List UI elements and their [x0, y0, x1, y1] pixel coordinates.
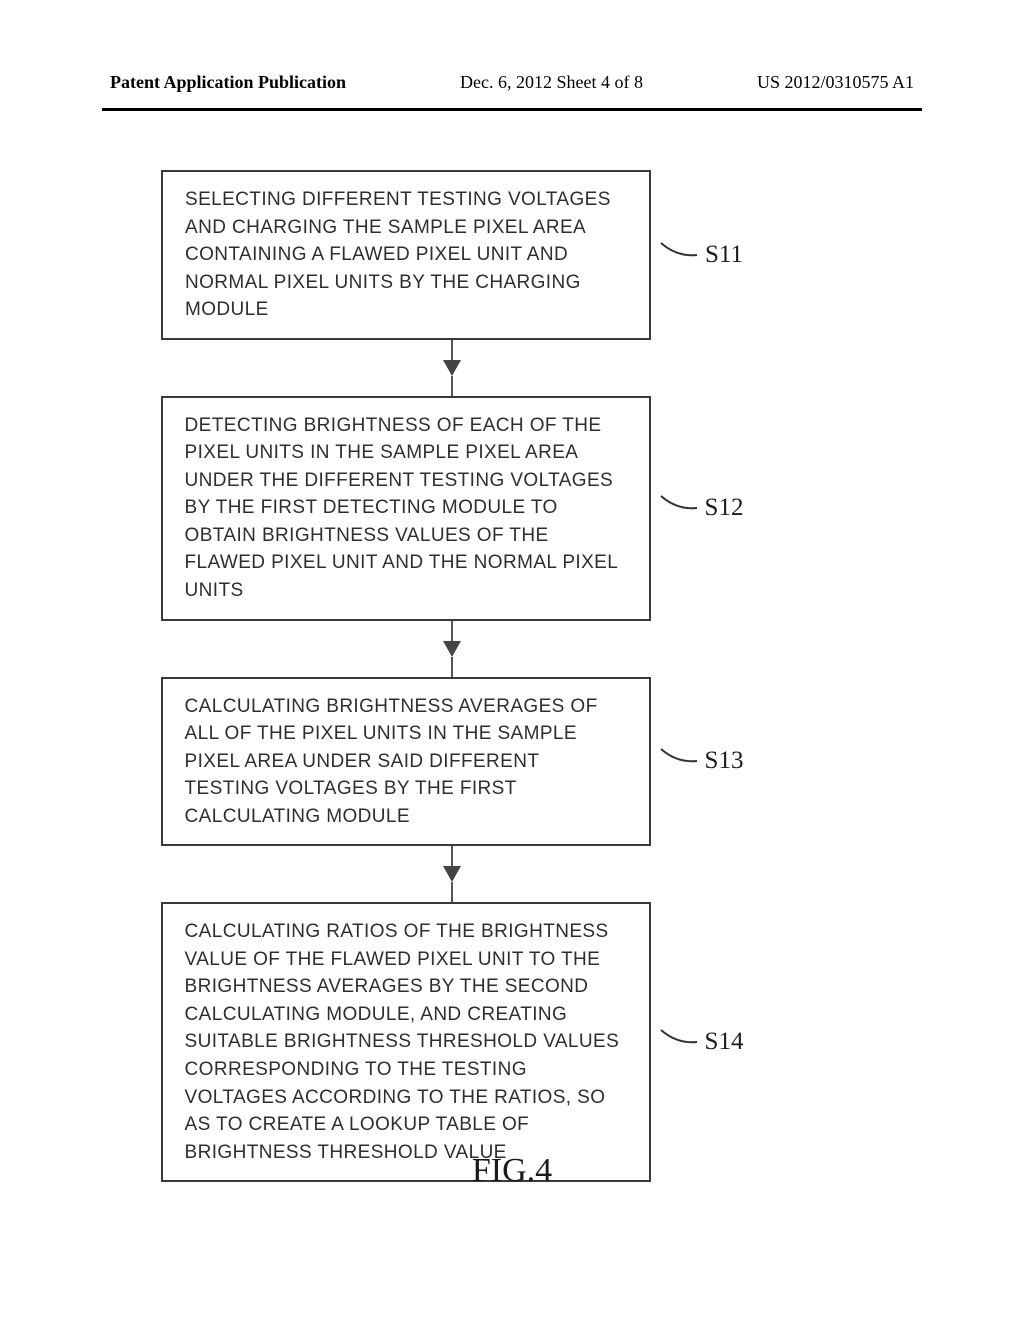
connector-line: [451, 882, 453, 902]
connector-line: [451, 846, 453, 866]
flowchart-column: SELECTING DIFFERENT TESTING VOLTAGES AND…: [0, 170, 1024, 1182]
step-label: S14: [705, 1028, 744, 1056]
page-root: Patent Application Publication Dec. 6, 2…: [0, 0, 1024, 1320]
flow-connector: [443, 340, 461, 396]
flowchart-area: SELECTING DIFFERENT TESTING VOLTAGES AND…: [0, 170, 1024, 1182]
flow-step-row: DETECTING BRIGHTNESS OF EACH OF THE PIXE…: [281, 396, 744, 621]
flow-connector: [443, 621, 461, 677]
bracket-icon: [659, 241, 699, 269]
arrow-down-icon: [443, 360, 461, 376]
connector-line: [451, 340, 453, 360]
step-label-group: S12: [659, 494, 744, 522]
step-label: S13: [705, 747, 744, 775]
arrow-down-icon: [443, 641, 461, 657]
connector-line: [451, 376, 453, 396]
bracket-icon: [659, 494, 699, 522]
header-rule: [102, 108, 922, 111]
header-left: Patent Application Publication: [110, 72, 346, 93]
figure-caption: FIG.4: [0, 1152, 1024, 1190]
header-right: US 2012/0310575 A1: [757, 72, 914, 93]
step-label: S11: [705, 241, 743, 269]
connector-line: [451, 657, 453, 677]
step-label-group: S14: [659, 1028, 744, 1056]
step-label: S12: [705, 494, 744, 522]
page-header: Patent Application Publication Dec. 6, 2…: [0, 72, 1024, 102]
bracket-icon: [659, 1028, 699, 1056]
connector-line: [451, 621, 453, 641]
flow-step-box: SELECTING DIFFERENT TESTING VOLTAGES AND…: [161, 170, 651, 340]
arrow-down-icon: [443, 866, 461, 882]
flow-connector: [443, 846, 461, 902]
flow-step-row: SELECTING DIFFERENT TESTING VOLTAGES AND…: [281, 170, 743, 340]
bracket-icon: [659, 747, 699, 775]
flow-step-row: CALCULATING RATIOS OF THE BRIGHTNESS VAL…: [281, 902, 744, 1182]
flow-step-box: CALCULATING BRIGHTNESS AVERAGES OF ALL O…: [161, 677, 651, 847]
flow-step-row: CALCULATING BRIGHTNESS AVERAGES OF ALL O…: [281, 677, 744, 847]
flow-step-box: CALCULATING RATIOS OF THE BRIGHTNESS VAL…: [161, 902, 651, 1182]
step-label-group: S13: [659, 747, 744, 775]
flow-step-box: DETECTING BRIGHTNESS OF EACH OF THE PIXE…: [161, 396, 651, 621]
step-label-group: S11: [659, 241, 743, 269]
header-center: Dec. 6, 2012 Sheet 4 of 8: [460, 72, 643, 93]
